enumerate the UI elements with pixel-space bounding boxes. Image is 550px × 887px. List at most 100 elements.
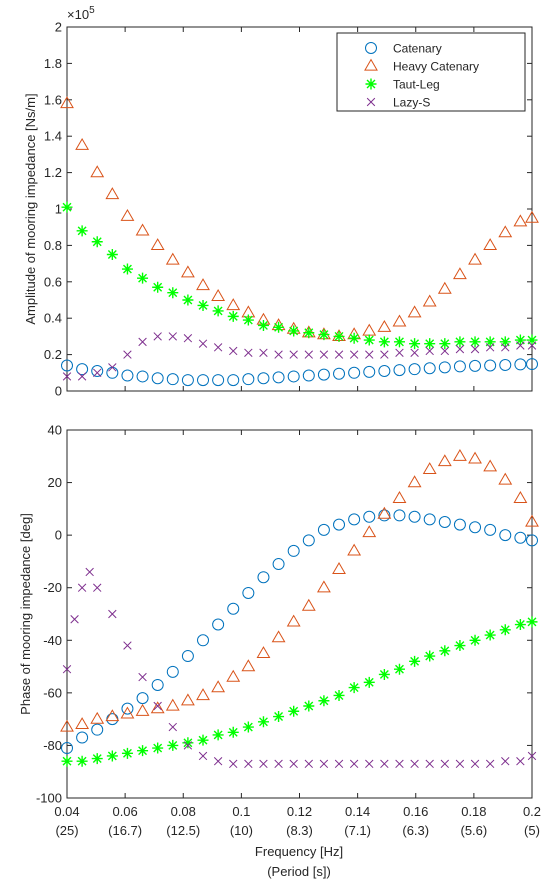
y-tick-label: -100	[36, 791, 62, 806]
lazy-s-point	[62, 664, 72, 674]
lazy-s-point	[365, 759, 374, 769]
taut-leg-point	[167, 739, 179, 751]
lazy-s-point	[70, 615, 79, 624]
lazy-s-point	[440, 346, 450, 356]
lazy-s-point	[153, 332, 162, 341]
lazy-s-point	[516, 341, 525, 350]
lazy-s-point	[410, 348, 419, 357]
lazy-s-point	[334, 350, 344, 359]
taut-leg-point	[333, 689, 345, 701]
lazy-s-point	[470, 344, 480, 354]
y-tick-label: -60	[43, 685, 62, 700]
heavy-catenary-point	[437, 281, 452, 294]
lazy-s-point	[527, 751, 537, 761]
heavy-catenary-point	[105, 187, 120, 200]
lazy-s-point	[501, 756, 510, 766]
lazy-s-point	[455, 344, 465, 354]
x-tick-label: 0.12	[287, 804, 312, 819]
legend-marker-taut-leg	[365, 78, 377, 90]
taut-leg-point	[348, 332, 360, 344]
catenary-point	[136, 692, 149, 705]
legend-label-taut-leg: Taut-Leg	[393, 78, 440, 92]
heavy-catenary-point	[150, 238, 165, 251]
lazy-s-point	[229, 759, 238, 769]
heavy-catenary-point	[75, 717, 90, 730]
catenary-point	[333, 367, 346, 380]
y-tick-label: 20	[48, 475, 62, 490]
heavy-catenary-point	[377, 506, 392, 519]
heavy-catenary-point	[60, 96, 74, 109]
catenary-point	[91, 723, 104, 736]
x-tick-period-label: (5)	[524, 823, 540, 838]
catenary-point	[272, 371, 285, 384]
catenary-point	[287, 544, 300, 557]
heavy-catenary-point	[332, 561, 346, 574]
heavy-catenary-point	[286, 614, 301, 627]
catenary-point	[212, 618, 225, 631]
lazy-s-point	[289, 350, 298, 359]
legend-label-heavy-catenary: Heavy Catenary	[393, 60, 479, 74]
taut-leg-point	[61, 201, 73, 213]
lazy-s-point	[425, 346, 434, 356]
lazy-s-point	[440, 759, 450, 769]
heavy-catenary-point	[180, 265, 195, 278]
catenary-point	[469, 359, 482, 372]
lazy-s-point	[527, 341, 537, 350]
series-lazy-s	[62, 332, 537, 381]
lazy-s-point	[455, 759, 465, 769]
heavy-catenary-point	[120, 208, 135, 221]
lazy-s-point	[485, 343, 495, 352]
lazy-s-point	[77, 583, 87, 592]
catenary-point	[453, 360, 466, 373]
taut-leg-point	[137, 745, 149, 757]
catenary-point	[408, 510, 421, 523]
legend-marker-lazy-s	[366, 97, 376, 107]
x-tick-period-label: (10)	[230, 823, 253, 838]
heavy-catenary-point	[241, 659, 256, 672]
catenary-point	[61, 359, 73, 372]
catenary-point	[408, 363, 421, 376]
catenary-point	[393, 364, 406, 377]
taut-leg-point	[121, 263, 133, 275]
catenary-point	[197, 374, 210, 387]
y-tick-label: 0	[55, 384, 62, 399]
heavy-catenary-point	[196, 278, 210, 291]
amplitude-exponent-label: ×105	[67, 5, 95, 22]
taut-leg-point	[454, 640, 466, 652]
catenary-point	[257, 372, 270, 385]
catenary-point	[91, 364, 104, 377]
heavy-catenary-point	[90, 165, 105, 178]
taut-leg-point	[273, 711, 285, 723]
catenary-point	[378, 509, 391, 522]
y-tick-label: 0	[55, 528, 62, 543]
lazy-s-point	[259, 759, 268, 769]
lazy-s-point	[183, 741, 193, 750]
taut-leg-point	[212, 729, 224, 741]
catenary-point	[302, 534, 315, 547]
heavy-catenary-point	[196, 688, 210, 701]
heavy-catenary-point	[211, 289, 226, 301]
series-taut-leg	[61, 201, 538, 350]
taut-leg-point	[378, 336, 390, 348]
taut-leg-point	[288, 325, 300, 337]
legend-marker-heavy-catenary	[364, 58, 378, 71]
taut-leg-point	[152, 281, 164, 293]
series-heavy-catenary	[60, 448, 539, 732]
catenary-point	[423, 362, 436, 375]
lazy-s-point	[213, 756, 223, 766]
catenary-point	[526, 534, 538, 547]
heavy-catenary-point	[468, 451, 482, 464]
catenary-point	[453, 518, 466, 531]
y-tick-label: 2	[55, 20, 62, 35]
lazy-s-point	[198, 751, 208, 761]
taut-leg-point	[257, 319, 269, 331]
catenary-point	[499, 529, 512, 542]
phase-axes: -100 -80 -60 -40 -20 0 20 40 0.04 (25) 0.06 (16.7)…	[18, 423, 541, 880]
taut-leg-point	[333, 330, 345, 342]
series-lazy-s	[62, 567, 537, 769]
catenary-point	[348, 366, 361, 379]
catenary-point	[242, 373, 255, 386]
heavy-catenary-point	[483, 238, 498, 251]
legend-label-catenary: Catenary	[393, 42, 442, 56]
heavy-catenary-point	[498, 472, 513, 485]
